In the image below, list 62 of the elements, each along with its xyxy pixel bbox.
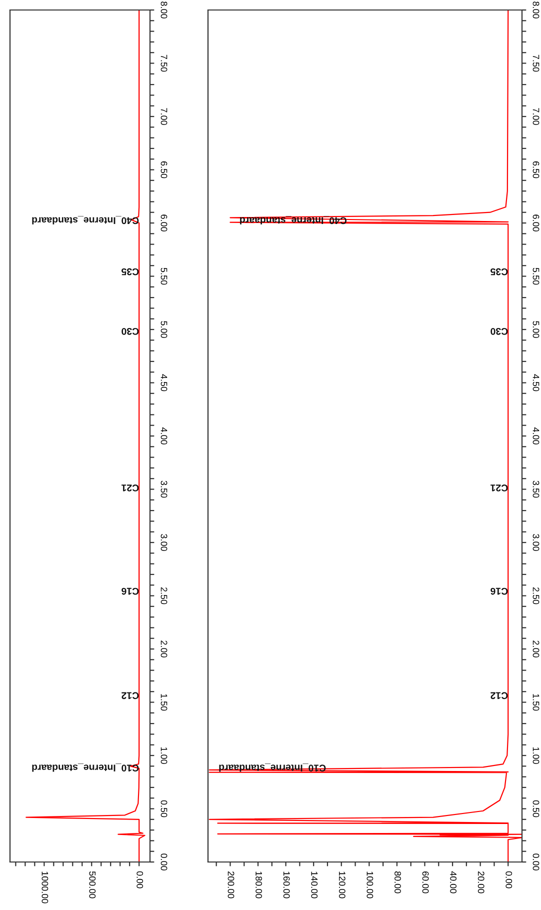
y-tick-label: 6.00 — [160, 214, 168, 232]
x-tick-label: 180.00 — [256, 872, 262, 898]
x-tick-label: 120.00 — [338, 872, 346, 898]
annotation: C12 — [122, 692, 139, 700]
y-tick-label: 4.00 — [160, 427, 168, 444]
x-tick-label: 500.00 — [89, 871, 96, 898]
y-tick-label: 7.50 — [160, 54, 168, 72]
y-tick-label: 5.50 — [160, 268, 168, 285]
y-tick-label: 8.00 — [532, 2, 540, 18]
y-tick-label: 2.00 — [532, 640, 540, 658]
annotation: C16 — [122, 588, 139, 595]
annotation: C12 — [490, 692, 508, 700]
x-tick-label: 40.00 — [450, 871, 456, 894]
y-tick-label: 1.50 — [160, 694, 168, 711]
annotation: C21 — [490, 484, 508, 492]
x-tick-label: 1000.00 — [42, 872, 48, 904]
y-tick-label: 0.50 — [532, 800, 540, 818]
x-tick-label: 200.00 — [228, 871, 234, 898]
y-tick-label: 4.00 — [532, 427, 540, 444]
y-tick-label: 3.50 — [532, 480, 540, 498]
y-tick-label: 1.50 — [532, 694, 540, 711]
y-tick-label: 6.50 — [160, 161, 168, 178]
annotation: C35 — [490, 268, 508, 276]
y-tick-label: 4.50 — [532, 374, 540, 392]
y-tick-label: 3.50 — [160, 480, 168, 498]
x-tick-label: 100.00 — [366, 872, 374, 898]
y-tick-label: 5.00 — [160, 321, 168, 338]
y-tick-label: 4.50 — [160, 374, 168, 392]
y-tick-label: 1.00 — [160, 747, 168, 764]
x-tick-label: 80.00 — [394, 871, 401, 894]
y-tick-label: 6.00 — [532, 214, 540, 232]
y-tick-label: 2.00 — [160, 640, 168, 658]
annotation: C16 — [490, 588, 508, 595]
y-tick-label: 5.50 — [532, 268, 540, 285]
annotation: C40_Interne_standaard — [240, 216, 347, 224]
annotation: C30 — [122, 328, 139, 335]
y-tick-label: 6.50 — [532, 161, 540, 178]
annotation: C21 — [122, 484, 139, 492]
y-tick-label: 1.00 — [532, 747, 540, 764]
y-tick-label: 5.00 — [532, 321, 540, 338]
annotation: C10_Interne_standaard — [219, 764, 326, 772]
x-tick-label: 0.00 — [136, 871, 144, 888]
y-tick-label: 3.00 — [160, 534, 168, 551]
x-tick-label: 60.00 — [422, 871, 429, 894]
y-tick-label: 7.50 — [532, 54, 540, 72]
annotation: C35 — [122, 268, 139, 276]
y-tick-label: 0.00 — [532, 854, 540, 870]
x-tick-label: 0.00 — [506, 871, 512, 888]
y-tick-label: 8.00 — [160, 2, 168, 18]
y-tick-label: 2.50 — [160, 587, 168, 604]
y-tick-label: 7.00 — [532, 108, 540, 125]
y-tick-label: 7.00 — [160, 108, 168, 125]
x-tick-label: 20.00 — [478, 871, 484, 894]
annotation: C10_Interne_standaard — [32, 764, 139, 772]
annotation: C40_Interne_standaard — [32, 216, 139, 224]
x-tick-label: 140.00 — [311, 872, 318, 898]
y-tick-label: 3.00 — [532, 534, 540, 551]
annotation: C30 — [490, 328, 508, 335]
y-tick-label: 0.50 — [160, 800, 168, 818]
y-tick-label: 2.50 — [532, 587, 540, 604]
y-tick-label: 0.00 — [160, 854, 168, 870]
x-tick-label: 160.00 — [283, 872, 290, 898]
